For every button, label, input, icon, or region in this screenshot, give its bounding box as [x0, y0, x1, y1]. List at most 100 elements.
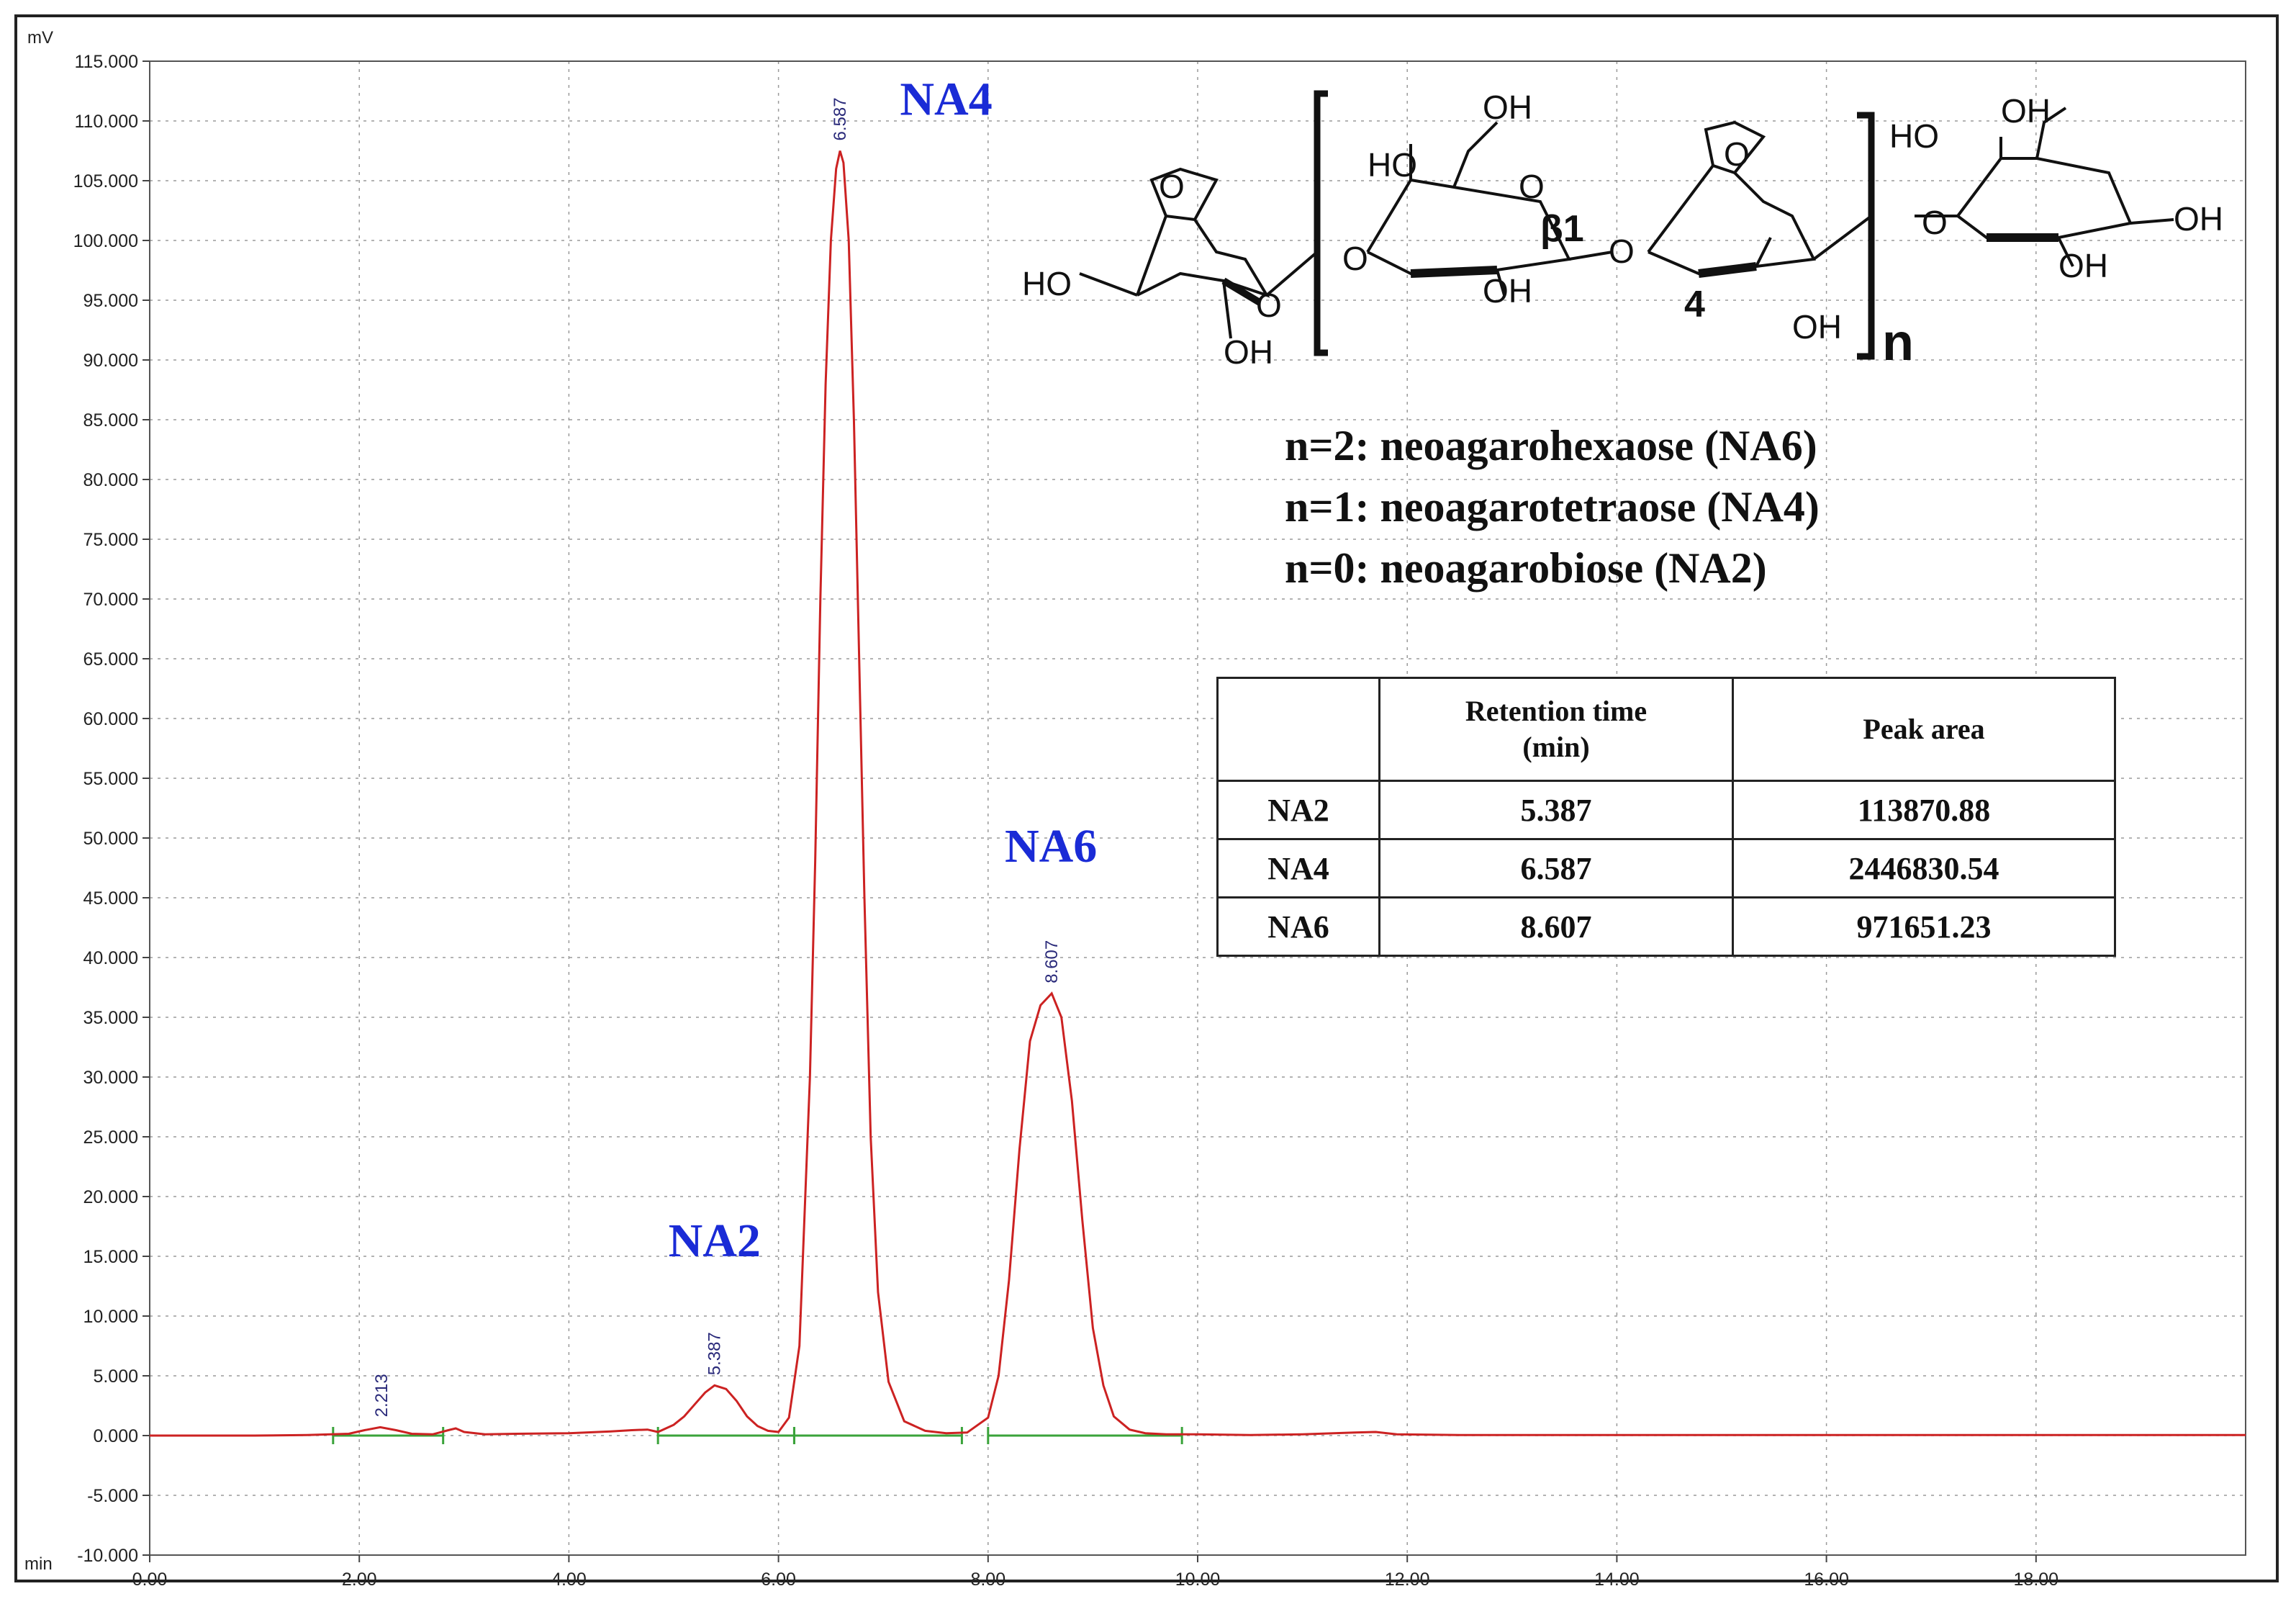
table-cell: NA6 — [1216, 896, 1380, 957]
struct-label: β1 — [1540, 208, 1584, 250]
struct-label: OH — [1483, 89, 1532, 126]
peak-annotation: NA6 — [1005, 820, 1097, 873]
y-unit-label: mV — [27, 28, 53, 48]
x-tick-label: 18.00 — [2014, 1569, 2059, 1590]
table-row: NA2 5.387 113870.88 — [1216, 780, 2116, 840]
x-tick-label: 10.00 — [1175, 1569, 1221, 1590]
struct-label: OH — [2174, 200, 2223, 238]
table-header-cell: Peak area — [1732, 677, 2116, 782]
x-tick-label: 2.00 — [342, 1569, 377, 1590]
x-tick-label: 14.00 — [1594, 1569, 1640, 1590]
struct-label: O — [1519, 168, 1545, 205]
x-tick-label: 16.00 — [1804, 1569, 1849, 1590]
y-tick-label: 100.000 — [73, 231, 138, 251]
struct-label: O — [1922, 204, 1948, 241]
ring-anhydro-2 — [1647, 163, 1817, 276]
ring-bold-edge-1 — [1410, 266, 1498, 278]
y-tick-label: 35.000 — [83, 1008, 138, 1028]
struct-label: HO — [1022, 265, 1072, 302]
table-cell: 971651.23 — [1732, 896, 2116, 957]
y-tick-label: 75.000 — [83, 530, 138, 550]
results-table: Retention time (min) Peak area NA2 5.387… — [1216, 677, 2116, 957]
y-tick-label: -5.000 — [87, 1486, 138, 1506]
y-tick-label: 40.000 — [83, 948, 138, 968]
table-header-cell: Retention time (min) — [1378, 677, 1734, 782]
peak-label: 5.387 — [705, 1332, 724, 1375]
struct-label: 4 — [1684, 284, 1705, 325]
x-unit-label: min — [24, 1554, 53, 1574]
struct-label: OH — [1792, 308, 1842, 346]
struct-label: HO — [1889, 117, 1939, 155]
legend-line-na6: n=2: neoagarohexaose (NA6) — [1285, 422, 1817, 469]
struct-label: O — [1724, 135, 1750, 173]
y-tick-label: 15.000 — [83, 1247, 138, 1267]
table-cell: 5.387 — [1378, 780, 1734, 840]
x-tick-label: 0.00 — [132, 1569, 168, 1590]
galactose-1-substituents — [1409, 121, 1506, 296]
bond-beta1 — [1568, 251, 1613, 261]
structure-labels: HO OH O O HO OH O β1 O OH O 4 OH O HO OH… — [1022, 89, 2223, 371]
galactose-2-substituents — [1915, 107, 2174, 267]
peak-annotations: NA2 NA4 NA6 — [669, 73, 1098, 1267]
struct-label: O — [1256, 287, 1282, 324]
y-tick-label: 10.000 — [83, 1307, 138, 1327]
y-tick-label: 5.000 — [93, 1366, 138, 1387]
bracket-right — [1857, 112, 1875, 360]
y-tick-label: 85.000 — [83, 410, 138, 431]
table-cell: 2446830.54 — [1732, 838, 2116, 898]
neoagaro-oligosaccharide-structure — [1079, 90, 2174, 360]
y-tick-label: 45.000 — [83, 888, 138, 909]
table-cell: 8.607 — [1378, 896, 1734, 957]
y-tick-label: 115.000 — [74, 52, 138, 72]
x-tick-label: 4.00 — [551, 1569, 587, 1590]
y-tick-label: 90.000 — [83, 351, 138, 371]
table-row: NA6 8.607 971651.23 — [1216, 896, 2116, 957]
table-cell: NA4 — [1216, 838, 1380, 898]
y-axis: -10.000 -5.000 0.000 5.000 10.000 15.000 20.00… — [73, 52, 150, 1566]
table-cell: 6.587 — [1378, 838, 1734, 898]
ring-bold-edge-2 — [1698, 262, 1757, 278]
y-tick-label: 70.000 — [83, 590, 138, 610]
table-cell: 113870.88 — [1732, 780, 2116, 840]
bridge-anhydro-1 — [1149, 167, 1219, 220]
bond-oh-1 — [1222, 280, 1232, 339]
struct-label: OH — [2058, 247, 2108, 284]
peak-label: 2.213 — [372, 1374, 392, 1417]
table-header-row: Retention time (min) Peak area — [1216, 677, 2116, 782]
anhydro-2-substituents — [1755, 215, 1873, 267]
y-tick-label: 25.000 — [83, 1127, 138, 1148]
peak-annotation: NA2 — [669, 1215, 761, 1267]
y-tick-label: -10.000 — [77, 1546, 138, 1566]
x-axis: 0.00 2.00 4.00 6.00 8.00 10.00 12.00 14.00 16.00… — [132, 1555, 2058, 1590]
y-tick-label: 0.000 — [93, 1426, 138, 1446]
y-tick-label: 80.000 — [83, 470, 138, 490]
y-tick-label: 105.000 — [73, 171, 138, 192]
peak-label: 8.607 — [1042, 940, 1062, 983]
bond-ho-1 — [1079, 272, 1138, 297]
y-tick-label: 30.000 — [83, 1068, 138, 1088]
struct-label: OH — [2001, 92, 2051, 130]
bracket-left — [1314, 90, 1328, 356]
peak-annotation: NA4 — [900, 73, 992, 126]
y-tick-label: 20.000 — [83, 1187, 138, 1207]
legend-line-na2: n=0: neoagarobiose (NA2) — [1285, 544, 1767, 592]
x-tick-label: 6.00 — [761, 1569, 796, 1590]
wedge-bond-1 — [1221, 277, 1262, 306]
table-cell: NA2 — [1216, 780, 1380, 840]
table-header-cell — [1216, 677, 1380, 782]
y-tick-label: 65.000 — [83, 649, 138, 670]
struct-label: O — [1159, 168, 1185, 205]
y-tick-label: 50.000 — [83, 829, 138, 849]
bridge-anhydro-2 — [1704, 120, 1766, 174]
ring-galactose-2 — [1956, 157, 2133, 239]
legend-line-na4: n=1: neoagarotetraose (NA4) — [1285, 483, 1820, 531]
ring-anhydro-1 — [1136, 214, 1270, 298]
x-tick-label: 12.00 — [1385, 1569, 1430, 1590]
integration-baseline — [332, 1427, 1183, 1444]
peak-label: 6.587 — [831, 97, 850, 140]
struct-label: OH — [1483, 272, 1532, 310]
chromatogram-trace — [150, 150, 2246, 1437]
x-tick-label: 8.00 — [970, 1569, 1005, 1590]
struct-label: n — [1882, 314, 1914, 371]
